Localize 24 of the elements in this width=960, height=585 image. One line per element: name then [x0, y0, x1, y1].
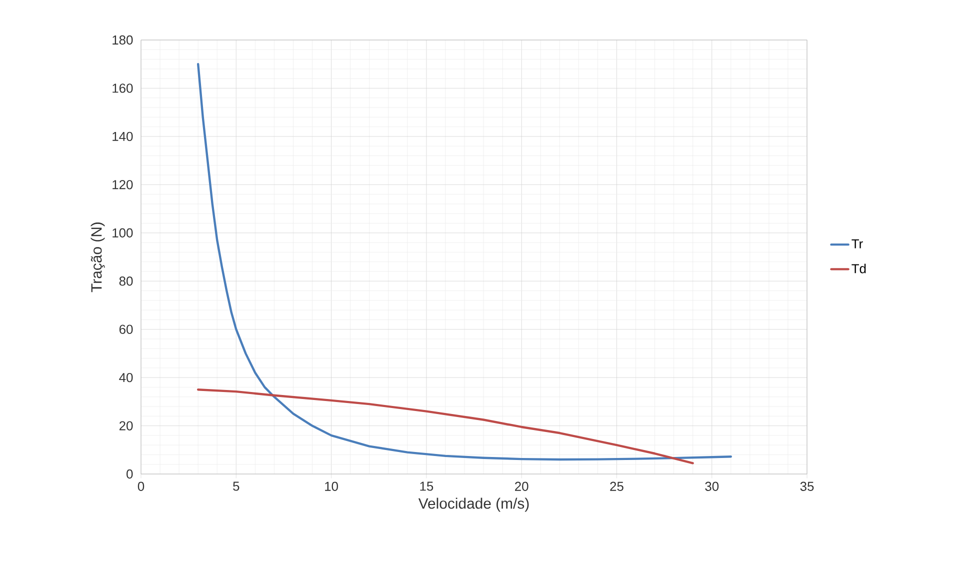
y-tick-label: 180 — [112, 35, 133, 45]
line-series — [196, 388, 694, 464]
x-tick-label: 35 — [800, 482, 814, 491]
x-tick-label: 0 — [138, 482, 144, 491]
y-tick-label: 160 — [112, 84, 133, 93]
y-axis-title: Tração (N) — [90, 222, 105, 292]
y-tick-label: 100 — [112, 228, 133, 238]
y-tick-label: 20 — [119, 421, 133, 430]
y-tick-label: 40 — [119, 372, 133, 382]
x-axis-title: Velocidade (m/s) — [418, 498, 529, 512]
legend-label: Tr — [852, 239, 863, 248]
y-tick-label: 140 — [112, 132, 133, 142]
x-tick-label: 20 — [515, 482, 528, 491]
x-tick-label: 30 — [705, 482, 719, 491]
x-tick-label: 5 — [233, 482, 240, 491]
y-tick-label: 0 — [126, 469, 133, 479]
x-tick-label: 25 — [610, 482, 624, 491]
line-series — [196, 63, 732, 461]
y-tick-label: 120 — [112, 180, 133, 190]
legend-label: Td — [852, 264, 866, 274]
y-tick-label: 60 — [119, 324, 133, 334]
x-tick-label: 10 — [325, 482, 338, 491]
x-tick-label: 15 — [420, 482, 434, 491]
y-tick-label: 80 — [119, 276, 133, 286]
